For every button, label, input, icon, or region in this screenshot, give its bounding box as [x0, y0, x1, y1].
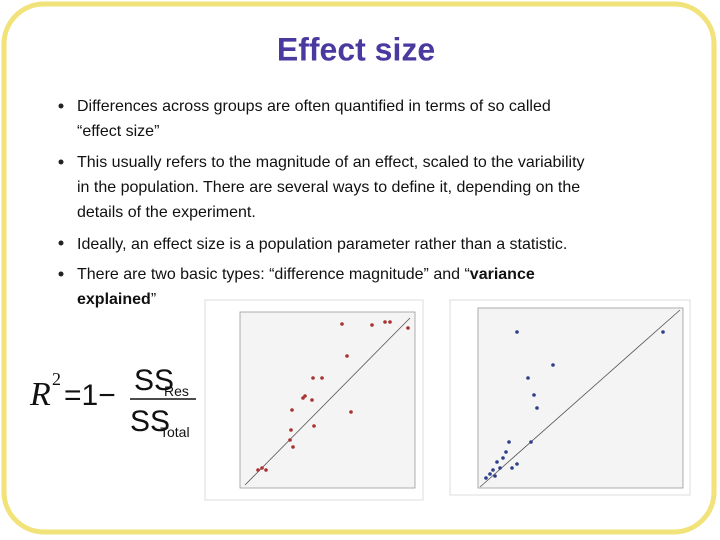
text-run: variance	[470, 266, 535, 283]
point	[320, 376, 324, 380]
text-run: explained	[77, 291, 151, 308]
bullet-dot	[58, 240, 64, 246]
figure-right	[449, 299, 691, 496]
bullet-text: details of the experiment.	[77, 204, 256, 221]
point	[288, 438, 292, 442]
point	[290, 408, 294, 412]
point	[515, 330, 519, 334]
point	[406, 326, 410, 330]
point	[340, 322, 344, 326]
bullet-text: There are two basic types: “difference m…	[77, 266, 535, 283]
point	[260, 466, 264, 470]
bullet-text: “effect size”	[77, 123, 159, 140]
point	[661, 330, 665, 334]
bullet-text: explained”	[77, 291, 156, 308]
fit-line	[244, 317, 411, 486]
point	[488, 472, 492, 476]
point	[551, 363, 555, 367]
bullet-text: This usually refers to the magnitude of …	[77, 154, 585, 171]
point	[515, 462, 519, 466]
point	[507, 440, 511, 444]
points	[256, 320, 410, 472]
point	[388, 320, 392, 324]
formula-numerator: SS	[134, 364, 174, 397]
text-run: ”	[151, 291, 156, 308]
point	[532, 393, 536, 397]
fit-line	[479, 309, 681, 488]
point	[345, 354, 349, 358]
text-run: There are two basic types: “difference m…	[77, 266, 470, 283]
bullet-dot	[58, 159, 64, 165]
point	[484, 476, 488, 480]
point	[310, 398, 314, 402]
point	[312, 424, 316, 428]
point	[498, 466, 502, 470]
bullet-text: Ideally, an effect size is a population …	[77, 236, 567, 253]
point	[495, 460, 499, 464]
point	[383, 320, 387, 324]
formula-denominator: SS	[130, 405, 170, 438]
point	[535, 406, 539, 410]
point	[493, 474, 497, 478]
point	[256, 468, 260, 472]
figure-left	[204, 299, 424, 501]
point	[529, 440, 533, 444]
point	[504, 450, 508, 454]
plot-area	[239, 311, 416, 489]
formula-subscript: Res	[164, 383, 189, 399]
points	[484, 330, 665, 480]
formula-symbol: R	[29, 376, 51, 413]
formula-operator: =1−	[64, 379, 116, 412]
point	[311, 376, 315, 380]
point	[264, 468, 268, 472]
bullet-dot	[58, 271, 64, 277]
bullet-text: Differences across groups are often quan…	[77, 98, 551, 115]
point	[370, 323, 374, 327]
point	[501, 456, 505, 460]
bullet-list: Differences across groups are often quan…	[58, 98, 585, 308]
point	[303, 394, 307, 398]
formula-subscript: Total	[160, 424, 190, 440]
formula: R 2 =1− SS Res SS Total	[29, 364, 196, 440]
formula-exponent: 2	[52, 369, 61, 389]
title: Effect size	[277, 31, 435, 67]
bullet-dot	[58, 103, 64, 109]
bullet-text: in the population. There are several way…	[77, 179, 580, 196]
point	[510, 466, 514, 470]
point	[526, 376, 530, 380]
point	[289, 428, 293, 432]
point	[491, 468, 495, 472]
point	[349, 410, 353, 414]
point	[291, 445, 295, 449]
